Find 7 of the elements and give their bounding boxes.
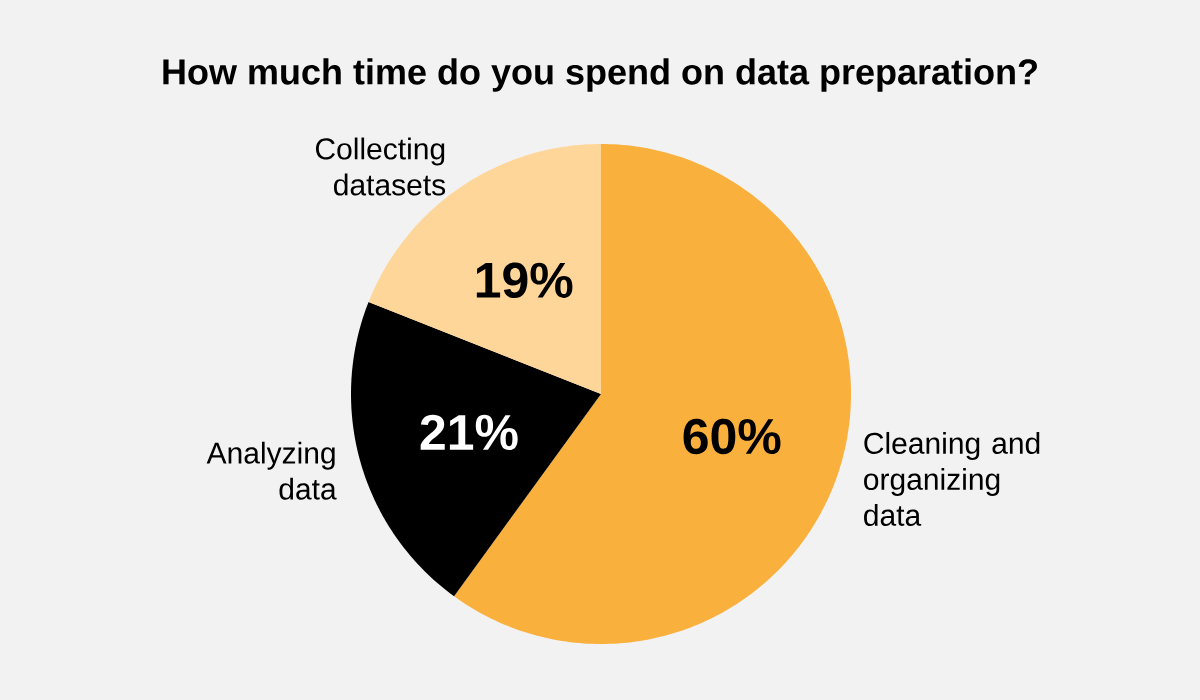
data-label: 60% bbox=[683, 418, 781, 455]
chart-title: How much time do you spend on data preparation? bbox=[163, 58, 1037, 92]
slice-label: Analyzing data bbox=[206, 441, 337, 500]
slice-label: Collecting datasets bbox=[315, 137, 446, 196]
data-label: 19% bbox=[476, 262, 573, 298]
data-label: 21% bbox=[420, 414, 518, 451]
slice-label: Cleaning and organizing data bbox=[864, 431, 1040, 526]
